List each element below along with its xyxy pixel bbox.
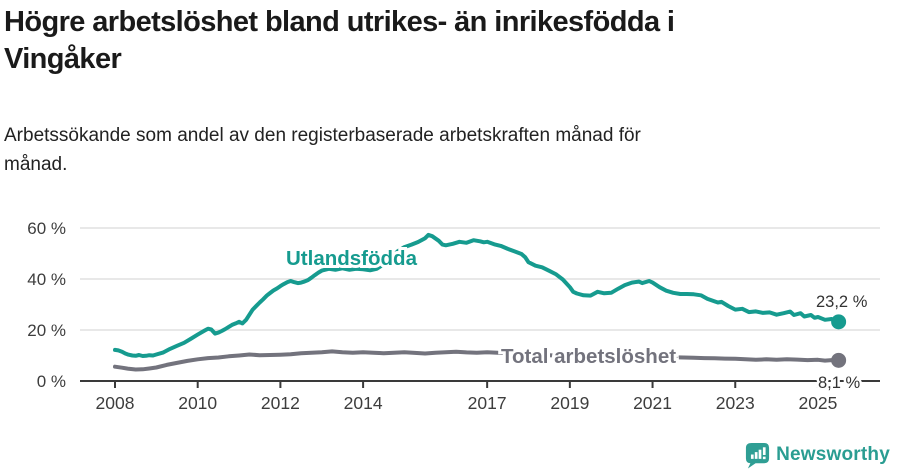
brand-wordmark: Newsworthy (776, 444, 890, 465)
x-tick-label-2021: 2021 (633, 393, 672, 413)
y-tick-label-0: 0 % (37, 372, 66, 391)
x-tick-label-2012: 2012 (261, 393, 300, 413)
brand-footer: Newsworthy (744, 441, 890, 469)
page-subtitle-line2: månad. (4, 154, 68, 175)
page-title-line1: Högre arbetslöshet bland utrikes- än inr… (4, 6, 675, 38)
page-title-line2: Vingåker (4, 43, 122, 75)
series-line-utlandsfodda (113, 232, 841, 358)
x-tick-label-2014: 2014 (344, 393, 383, 413)
series-line-total (113, 349, 841, 372)
x-tick-label-2017: 2017 (468, 393, 507, 413)
end-value-label-utlandsfodda: 23,2 % (816, 293, 868, 311)
newsworthy-logo-icon (746, 442, 770, 469)
logo-exclamation-dot (762, 456, 766, 460)
y-tick-label-60: 60 % (27, 219, 66, 238)
x-tick-label-2025: 2025 (798, 393, 837, 413)
x-tick-label-2008: 2008 (96, 393, 135, 413)
page-subtitle-line1: Arbetssökande som andel av den registerb… (4, 125, 641, 146)
y-tick-label-20: 20 % (27, 321, 66, 340)
series-end-dot-utlandsfodda (831, 314, 847, 330)
series-label-utlandsfodda: Utlandsfödda (286, 247, 418, 270)
series-label-total: Total arbetslöshet (501, 345, 676, 368)
x-tick-label-2019: 2019 (550, 393, 589, 413)
page-subtitle: Arbetssökande som andel av den registerb… (4, 121, 884, 179)
logo-bar-1 (751, 454, 754, 459)
logo-bar-3 (758, 449, 762, 459)
series-end-dot-total (831, 352, 847, 368)
logo-exclamation-stem (762, 447, 766, 455)
page-title: Högre arbetslöshet bland utrikes- än inr… (4, 4, 896, 78)
logo-bar-2 (754, 452, 758, 459)
x-tick-label-2023: 2023 (716, 393, 755, 413)
end-value-label-total: 8,1 % (818, 374, 861, 392)
y-tick-label-40: 40 % (27, 270, 66, 289)
x-tick-label-2010: 2010 (178, 393, 217, 413)
